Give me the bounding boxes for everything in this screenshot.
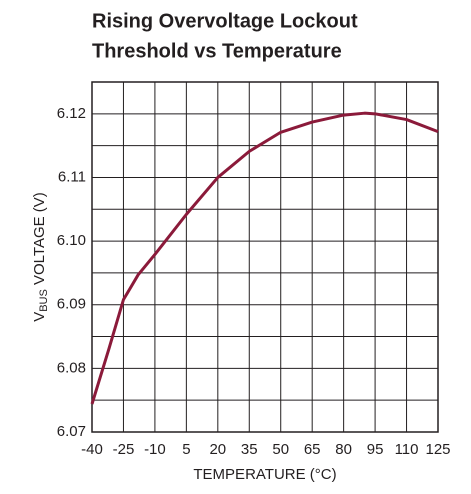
x-tick-label: -40 <box>81 441 103 458</box>
plot-frame <box>91 81 439 433</box>
y-label-part: V <box>31 312 48 322</box>
y-label-sub: BUS <box>38 289 50 312</box>
y-tick-label: 6.11 <box>58 168 86 185</box>
y-tick-label: 6.08 <box>57 359 86 376</box>
y-tick-label: 6.07 <box>57 423 86 440</box>
x-tick-label: 50 <box>272 441 289 458</box>
x-tick-label: -25 <box>113 441 135 458</box>
x-axis-label: TEMPERATURE (°C) <box>193 466 336 483</box>
y-axis-label: VBUS VOLTAGE (V) <box>31 192 50 322</box>
x-tick-label: 35 <box>241 441 258 458</box>
y-tick-label: 6.09 <box>57 296 86 313</box>
x-tick-label: -10 <box>144 441 166 458</box>
y-tick-label: 6.12 <box>57 105 86 122</box>
x-tick-label: 20 <box>209 441 226 458</box>
chart-title: Rising Overvoltage Lockout <box>92 10 358 32</box>
x-tick-label: 80 <box>335 441 352 458</box>
x-tick-label: 125 <box>425 441 450 458</box>
x-tick-label: 65 <box>304 441 321 458</box>
data-line <box>90 111 439 405</box>
chart-title: Threshold vs Temperature <box>92 40 342 62</box>
y-tick-label: 6.10 <box>57 232 86 249</box>
x-tick-label: 5 <box>182 441 190 458</box>
y-label-part: VOLTAGE (V) <box>31 192 48 289</box>
x-tick-label: 110 <box>395 441 419 458</box>
x-tick-label: 95 <box>367 441 384 458</box>
